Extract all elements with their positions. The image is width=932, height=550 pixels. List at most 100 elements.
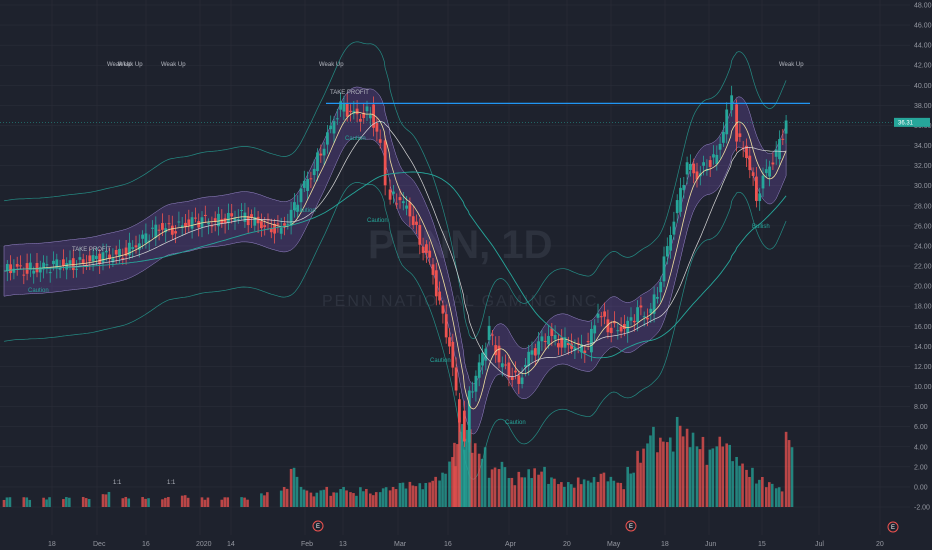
weak-up-label-4: Weak Up: [319, 62, 344, 68]
watermark-ticker: PENN, 1D: [368, 223, 553, 267]
watermark-name: PENN NATIONAL GAMING INC: [322, 293, 598, 310]
volume-bar: [758, 479, 761, 507]
candle-body: [91, 255, 95, 262]
y-tick-label: 44.00: [914, 43, 932, 50]
candle-body: [38, 267, 42, 273]
candle-body: [227, 212, 230, 224]
candle-body: [418, 224, 422, 245]
price-axis[interactable]: 48.0046.0044.0042.0040.0038.0036.0034.00…: [914, 3, 932, 512]
current-price-text: 36.31: [898, 120, 914, 126]
x-tick-label: Dec: [93, 541, 106, 548]
candle-body: [626, 320, 630, 333]
volume-bar: [487, 477, 491, 507]
ma-slow: [3, 171, 787, 359]
y-tick-label: 26.00: [914, 223, 932, 230]
volume-bar: [161, 499, 164, 507]
candle-body: [623, 324, 626, 329]
volume-bar: [220, 499, 224, 507]
volume-bar: [550, 477, 553, 507]
candle-body: [98, 253, 102, 264]
volume-bar: [424, 482, 428, 507]
volume-bar: [441, 472, 444, 507]
volume-bar: [292, 467, 296, 507]
candle-body: [606, 319, 610, 333]
take-profit-label-1: TAKE PROFIT: [330, 90, 369, 96]
candle-body: [95, 255, 98, 260]
volume-bar: [285, 488, 289, 507]
volume-bar: [434, 476, 437, 507]
x-tick-label: 18: [48, 541, 56, 548]
volume-bar: [48, 497, 51, 507]
candle-body: [58, 268, 62, 270]
volume-bar: [206, 497, 210, 507]
candle-body: [236, 219, 240, 221]
candle-body: [467, 390, 471, 443]
candle-body: [383, 140, 387, 186]
earnings-badges[interactable]: E E E: [312, 520, 899, 533]
candle-body: [603, 311, 606, 317]
caution-label-5: Caution: [295, 208, 316, 214]
candle-body: [708, 160, 712, 167]
volume-bar: [81, 496, 85, 507]
volume-bar: [5, 497, 9, 507]
volume-bar: [523, 477, 527, 507]
candle-body: [75, 268, 78, 270]
candle-body: [164, 228, 168, 233]
x-tick-label: 16: [142, 541, 150, 548]
volume-bar: [480, 458, 484, 507]
y-tick-label: 32.00: [914, 163, 932, 170]
volume-bar: [777, 487, 781, 507]
candle-body: [378, 139, 382, 143]
candle-body: [283, 223, 286, 226]
y-tick-label: 40.00: [914, 83, 932, 90]
volume-bar: [685, 428, 689, 507]
volume-bar: [721, 446, 725, 507]
volume-bar: [282, 487, 286, 507]
bullish-label: Bullish: [752, 224, 770, 230]
candle-body: [745, 145, 748, 158]
candle-body: [365, 106, 369, 112]
x-tick-label: 15: [758, 541, 766, 548]
volume-bar: [203, 499, 207, 507]
candle-body: [352, 110, 356, 114]
candle-body: [194, 217, 197, 219]
volume-bar: [527, 469, 530, 507]
volume-bar: [755, 483, 758, 507]
candle-body: [167, 223, 171, 225]
volume-bar: [431, 480, 434, 507]
candle-body: [405, 205, 408, 209]
volume-bar: [398, 483, 402, 507]
candle-body: [368, 114, 372, 119]
earnings-icon-2[interactable]: [625, 520, 637, 532]
candle-body: [642, 316, 646, 318]
earnings-icon-1[interactable]: [312, 520, 324, 532]
x-tick-label: May: [607, 541, 621, 548]
candle-body: [296, 204, 300, 212]
ma-fast: [3, 111, 787, 410]
candle-body: [487, 325, 491, 341]
candle-body: [481, 352, 484, 366]
candle-body: [230, 213, 234, 217]
candle-body: [180, 225, 184, 228]
candle-body: [392, 191, 395, 194]
candle-body: [500, 363, 504, 368]
candle-body: [583, 350, 587, 354]
candle-body: [144, 233, 148, 244]
candle-body: [599, 316, 603, 318]
volume-bar: [761, 477, 764, 507]
earnings-icon-3[interactable]: [887, 521, 899, 533]
candle-body: [774, 149, 778, 157]
y-tick-label: 6.00: [914, 424, 928, 431]
candle-body: [359, 118, 362, 122]
candle-body: [471, 391, 474, 393]
candle-body: [768, 166, 771, 177]
volume-bar: [226, 497, 230, 507]
candle-body: [137, 243, 141, 250]
earnings-label-2: E: [629, 524, 633, 530]
volume-bar: [602, 472, 606, 507]
candle-body: [632, 320, 636, 323]
volume-bar: [592, 477, 596, 507]
candle-body: [533, 348, 537, 356]
time-axis[interactable]: 18 Dec 16 2020 14 Feb 13 Mar 16 Apr 20 May 18 Jun 15 Ju…: [48, 541, 884, 548]
